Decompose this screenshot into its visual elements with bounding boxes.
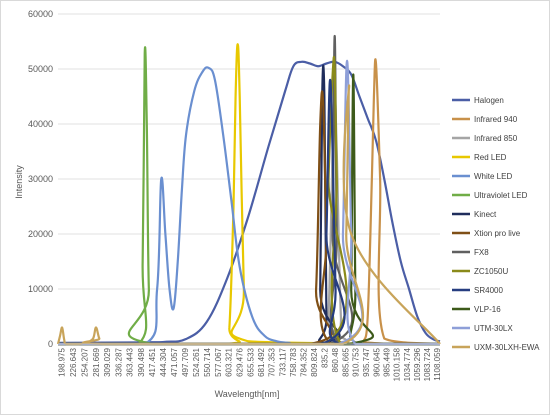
x-tick-label: 336.287	[114, 347, 123, 376]
legend-label-xtion-pro-live: Xtion pro live	[474, 229, 521, 238]
legend-label-infrared-850: Infrared 850	[474, 134, 518, 143]
series-line-uxm-30lxh-ewa	[56, 84, 441, 346]
y-tick-label: 40000	[28, 119, 53, 129]
y-tick-label: 50000	[28, 64, 53, 74]
x-tick-label: 417.451	[148, 347, 157, 376]
x-tick-label: 1010.158	[393, 347, 402, 381]
x-tick-label: 784.352	[299, 347, 308, 376]
x-tick-label: 655.533	[246, 347, 255, 376]
series-line-white-led	[57, 66, 440, 346]
x-tick-label: 629.476	[235, 347, 244, 376]
series-line-red-led	[57, 43, 441, 346]
x-tick-label: 226.643	[69, 347, 78, 376]
x-tick-label: 363.443	[126, 347, 135, 376]
x-axis-ticks: 198.975 226.643 254.207 281.669 309.029 336.2…	[58, 347, 442, 381]
legend-label-infrared-940: Infrared 940	[474, 115, 518, 124]
x-tick-label: 707.353	[268, 347, 277, 376]
x-tick-label: 1108.059	[433, 347, 442, 380]
y-tick-label: 0	[48, 339, 53, 349]
legend-label-vlp-16: VLP-16	[474, 305, 501, 314]
x-tick-label: 524.261	[192, 347, 201, 376]
x-tick-label: 960.645	[372, 347, 381, 376]
legend: Halogen Infrared 940 Infrared 850 Red LED Wh…	[452, 96, 540, 352]
legend-label-sr4000: SR4000	[474, 286, 503, 295]
x-tick-label: 254.207	[81, 347, 90, 376]
x-tick-label: 577.067	[214, 347, 223, 376]
x-tick-label: 733.117	[278, 347, 287, 376]
legend-label-ultraviolet-led: Ultraviolet LED	[474, 191, 528, 200]
x-tick-label: 603.321	[225, 347, 234, 376]
y-tick-label: 20000	[28, 229, 53, 239]
legend-label-zc1050u: ZC1050U	[474, 267, 508, 276]
x-tick-label: 497.709	[181, 347, 190, 376]
x-tick-label: 758.783	[289, 347, 298, 376]
legend-label-white-led: White LED	[474, 172, 512, 181]
y-axis-title: Intensity	[14, 165, 24, 199]
x-tick-label: 281.669	[92, 347, 101, 376]
legend-label-halogen: Halogen	[474, 96, 504, 105]
legend-label-utm-30lx: UTM-30LX	[474, 324, 513, 333]
legend-label-uxm-30lxh-ewa: UXM-30LXH-EWA	[474, 343, 540, 352]
legend-label-kinect: Kinect	[474, 210, 497, 219]
x-tick-label: 885.665	[341, 347, 350, 376]
x-tick-label: 471.057	[170, 347, 179, 376]
legend-label-fx8: FX8	[474, 248, 489, 257]
x-tick-label: 198.975	[58, 347, 67, 376]
x-tick-label: 1034.774	[403, 347, 412, 381]
y-axis-ticks: 0 10000 20000 30000 40000 50000 60000	[28, 9, 53, 349]
y-tick-label: 60000	[28, 9, 53, 19]
x-tick-label: 681.492	[257, 347, 266, 376]
x-tick-label: 390.498	[137, 347, 146, 376]
x-tick-label: 1083.724	[423, 347, 432, 381]
y-tick-label: 30000	[28, 174, 53, 184]
x-axis-title: Wavelength[nm]	[215, 389, 280, 399]
x-tick-label: 809.824	[310, 347, 319, 376]
x-tick-label: 444.304	[159, 347, 168, 376]
x-tick-label: 985.449	[382, 347, 391, 376]
series-line-halogen	[57, 60, 441, 344]
y-tick-label: 10000	[28, 284, 53, 294]
x-tick-label: 1059.296	[413, 347, 422, 381]
x-tick-label: 910.753	[352, 347, 361, 376]
x-tick-label: 935.747	[362, 347, 371, 376]
x-tick-label: 550.714	[203, 347, 212, 376]
x-tick-label: 309.029	[103, 347, 112, 376]
x-tick-label: 835.2	[320, 347, 329, 368]
legend-label-red-led: Red LED	[474, 153, 507, 162]
x-tick-label: 860.48	[331, 347, 340, 372]
